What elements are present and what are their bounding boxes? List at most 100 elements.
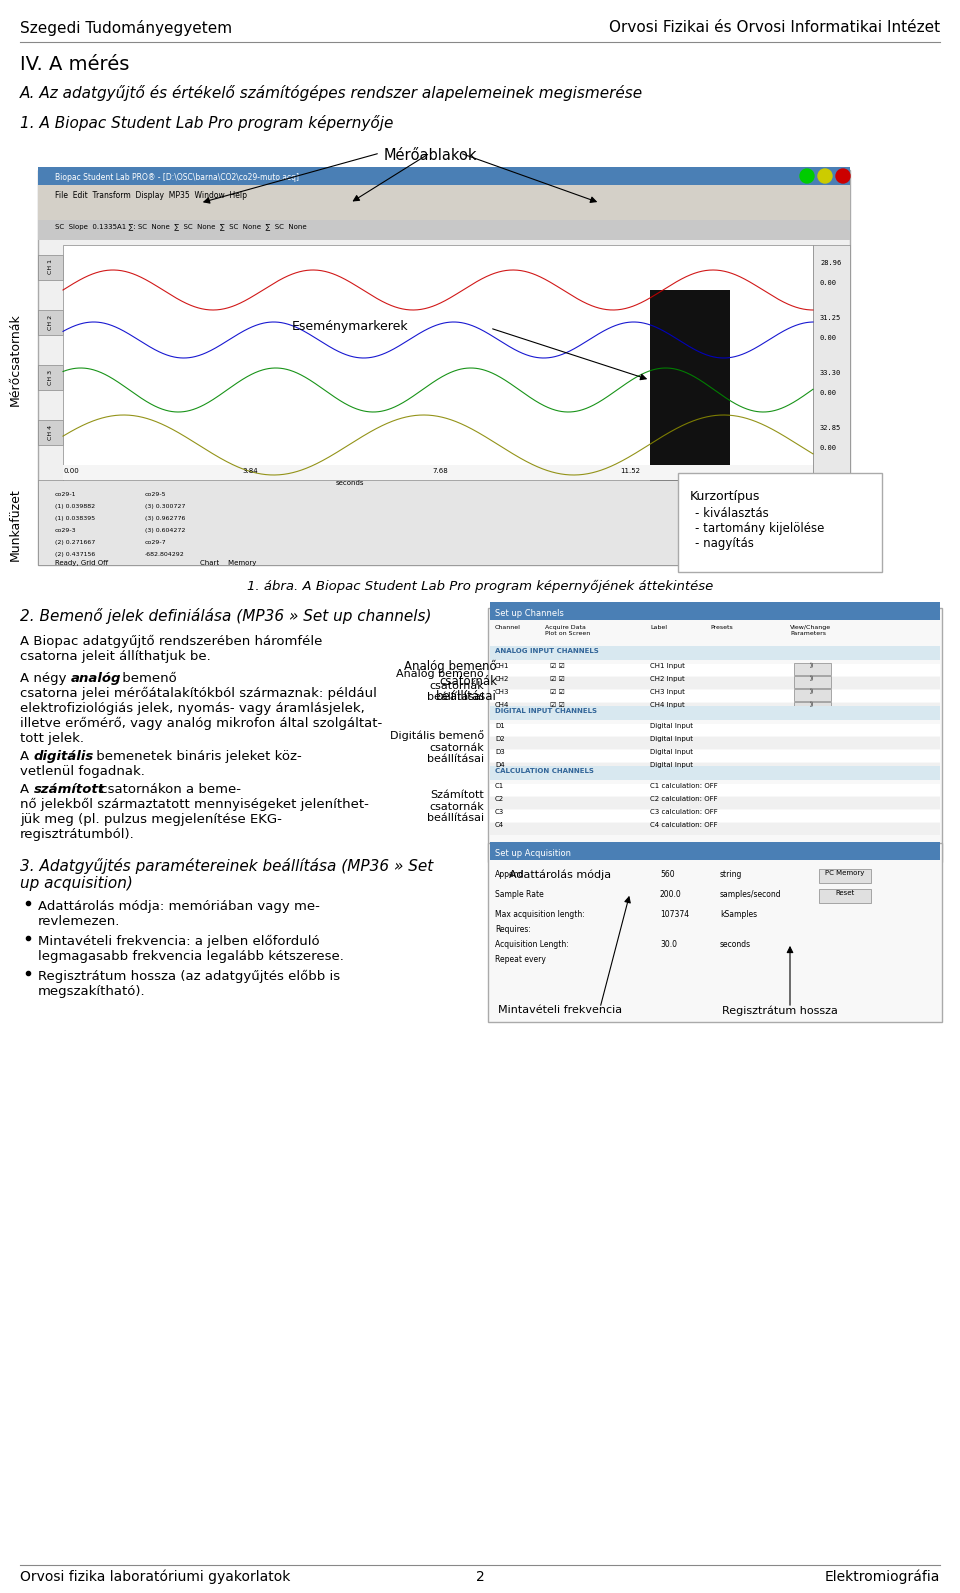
Text: A négy: A négy	[20, 672, 71, 685]
Text: Digital Input: Digital Input	[650, 723, 693, 730]
FancyBboxPatch shape	[490, 647, 940, 660]
Text: CALCULATION CHANNELS: CALCULATION CHANNELS	[495, 768, 594, 774]
Text: D2: D2	[495, 736, 505, 742]
Text: elektrofiziológiás jelek, nyomás- vagy áramlásjelek,: elektrofiziológiás jelek, nyomás- vagy á…	[20, 703, 365, 715]
Text: ☑ ☑: ☑ ☑	[550, 675, 564, 682]
Text: co29-5: co29-5	[145, 492, 166, 497]
Text: jük meg (pl. pulzus megjelenítése EKG-: jük meg (pl. pulzus megjelenítése EKG-	[20, 812, 282, 827]
FancyBboxPatch shape	[490, 750, 940, 761]
Text: (3) 0.300727: (3) 0.300727	[145, 503, 185, 510]
Text: ⟩⟩: ⟩⟩	[810, 663, 814, 669]
Text: 0.00: 0.00	[820, 390, 837, 397]
Text: CH 3: CH 3	[48, 370, 53, 384]
Text: Munkafüzet: Munkafüzet	[9, 489, 21, 561]
Circle shape	[800, 169, 814, 183]
Text: tott jelek.: tott jelek.	[20, 733, 84, 746]
Text: C2: C2	[495, 796, 504, 801]
FancyBboxPatch shape	[38, 255, 63, 280]
FancyBboxPatch shape	[490, 706, 940, 720]
Text: Set up Channels: Set up Channels	[495, 609, 564, 618]
Text: Reset: Reset	[835, 890, 854, 895]
Text: vetlenül fogadnak.: vetlenül fogadnak.	[20, 765, 145, 777]
Text: 1. A Biopac Student Lab Pro program képernyője: 1. A Biopac Student Lab Pro program képe…	[20, 115, 394, 131]
FancyBboxPatch shape	[490, 766, 940, 781]
Text: 7.68: 7.68	[432, 468, 448, 475]
Text: ☑ ☑: ☑ ☑	[550, 690, 564, 695]
Text: A: A	[20, 784, 34, 796]
Circle shape	[836, 169, 850, 183]
Text: számított: számított	[34, 784, 106, 796]
FancyBboxPatch shape	[490, 703, 940, 715]
FancyBboxPatch shape	[38, 167, 850, 185]
Text: megszakítható).: megszakítható).	[38, 984, 146, 997]
Text: Digital Input: Digital Input	[650, 736, 693, 742]
FancyBboxPatch shape	[794, 675, 831, 688]
Text: ANALOG INPUT CHANNELS: ANALOG INPUT CHANNELS	[495, 648, 599, 655]
Text: Max acquisition length:: Max acquisition length:	[495, 910, 585, 919]
FancyBboxPatch shape	[490, 738, 940, 749]
Text: Mintavételi frekvencia: Mintavételi frekvencia	[498, 1005, 622, 1015]
Text: Kurzortípus: Kurzortípus	[690, 491, 760, 503]
Text: Set up Acquisition: Set up Acquisition	[495, 849, 571, 859]
Text: SC  Slope  0.1335A1 ∑: SC  None  ∑  SC  None  ∑  SC  None  ∑  SC  None: SC Slope 0.1335A1 ∑: SC None ∑ SC None ∑…	[55, 223, 306, 229]
Text: string: string	[720, 870, 742, 879]
Text: Analóg bemenő
csatornák
beállításai: Analóg bemenő csatornák beállításai	[396, 667, 484, 703]
Text: csatorna jeleit állíthatjuk be.: csatorna jeleit állíthatjuk be.	[20, 650, 211, 663]
FancyBboxPatch shape	[490, 690, 940, 703]
Text: CH 1: CH 1	[48, 260, 53, 274]
Text: A Biopac adatgyűjtő rendszerében háromféle: A Biopac adatgyűjtő rendszerében háromfé…	[20, 636, 323, 648]
Text: C1: C1	[495, 784, 504, 789]
Text: PC Memory: PC Memory	[826, 870, 865, 876]
Text: legmagasabb frekvencia legalább kétszerese.: legmagasabb frekvencia legalább kétszere…	[38, 949, 344, 964]
Text: csatorna jelei mérőátalakítókból származnak: például: csatorna jelei mérőátalakítókból származ…	[20, 687, 377, 701]
Text: Biopac Student Lab PRO® - [D:\OSC\barna\CO2\co29-muto.acq]: Biopac Student Lab PRO® - [D:\OSC\barna\…	[55, 174, 299, 182]
Text: co29-1: co29-1	[55, 492, 77, 497]
Text: DIGITAL INPUT CHANNELS: DIGITAL INPUT CHANNELS	[495, 707, 597, 714]
FancyBboxPatch shape	[490, 824, 940, 835]
FancyBboxPatch shape	[650, 290, 730, 491]
Text: - kiválasztás: - kiválasztás	[695, 507, 769, 519]
Text: 107374: 107374	[660, 910, 689, 919]
Text: Eseménymarkerek: Eseménymarkerek	[292, 320, 408, 333]
Text: ☑ ☑: ☑ ☑	[550, 663, 564, 669]
Text: 2: 2	[475, 1571, 485, 1583]
Text: Repeat every: Repeat every	[495, 954, 546, 964]
Text: 32.85: 32.85	[820, 425, 841, 432]
Text: Elektromiográfia: Elektromiográfia	[825, 1571, 940, 1585]
Text: (3) 0.604272: (3) 0.604272	[145, 527, 185, 534]
FancyBboxPatch shape	[794, 663, 831, 675]
FancyBboxPatch shape	[488, 843, 942, 1023]
FancyBboxPatch shape	[490, 763, 940, 776]
Text: (2) 0.271667: (2) 0.271667	[55, 540, 95, 545]
Text: D4: D4	[495, 761, 505, 768]
Text: 30.0: 30.0	[660, 940, 677, 949]
Text: C4: C4	[495, 822, 504, 828]
FancyBboxPatch shape	[38, 479, 850, 566]
Text: CH 4: CH 4	[48, 424, 53, 440]
Text: 11.52: 11.52	[620, 468, 640, 475]
FancyBboxPatch shape	[794, 703, 831, 714]
Text: Acquisition Length:: Acquisition Length:	[495, 940, 568, 949]
Text: (2) 0.437156: (2) 0.437156	[55, 553, 95, 558]
FancyBboxPatch shape	[819, 889, 871, 903]
FancyBboxPatch shape	[490, 677, 940, 690]
Text: -682.804292: -682.804292	[145, 553, 184, 558]
Text: CH 2: CH 2	[48, 314, 53, 330]
Text: CH4: CH4	[495, 703, 510, 707]
Text: Chart    Memory: Chart Memory	[200, 561, 256, 566]
Text: (1) 0.038395: (1) 0.038395	[55, 516, 95, 521]
Text: Mérőcsatornák: Mérőcsatornák	[9, 314, 21, 406]
FancyBboxPatch shape	[38, 421, 63, 444]
Text: (3) 0.962776: (3) 0.962776	[145, 516, 185, 521]
Text: seconds: seconds	[720, 940, 751, 949]
Text: C1 calculation: OFF: C1 calculation: OFF	[650, 784, 718, 789]
Text: View/Change
Parameters: View/Change Parameters	[790, 624, 831, 636]
Text: Regisztrátum hossza (az adatgyűjtés előbb is: Regisztrátum hossza (az adatgyűjtés előb…	[38, 970, 340, 983]
Text: revlemezen.: revlemezen.	[38, 914, 120, 929]
Text: Sample Rate: Sample Rate	[495, 890, 543, 898]
Text: Acquire Data
Plot on Screen: Acquire Data Plot on Screen	[545, 624, 590, 636]
Text: Analóg bemenő
csatornák
beállításai: Analóg bemenő csatornák beállításai	[404, 660, 497, 703]
Text: Adattárolás módja: memóriában vagy me-: Adattárolás módja: memóriában vagy me-	[38, 900, 320, 913]
Text: Szegedi Tudományegyetem: Szegedi Tudományegyetem	[20, 21, 232, 37]
Text: 0.00: 0.00	[63, 468, 79, 475]
